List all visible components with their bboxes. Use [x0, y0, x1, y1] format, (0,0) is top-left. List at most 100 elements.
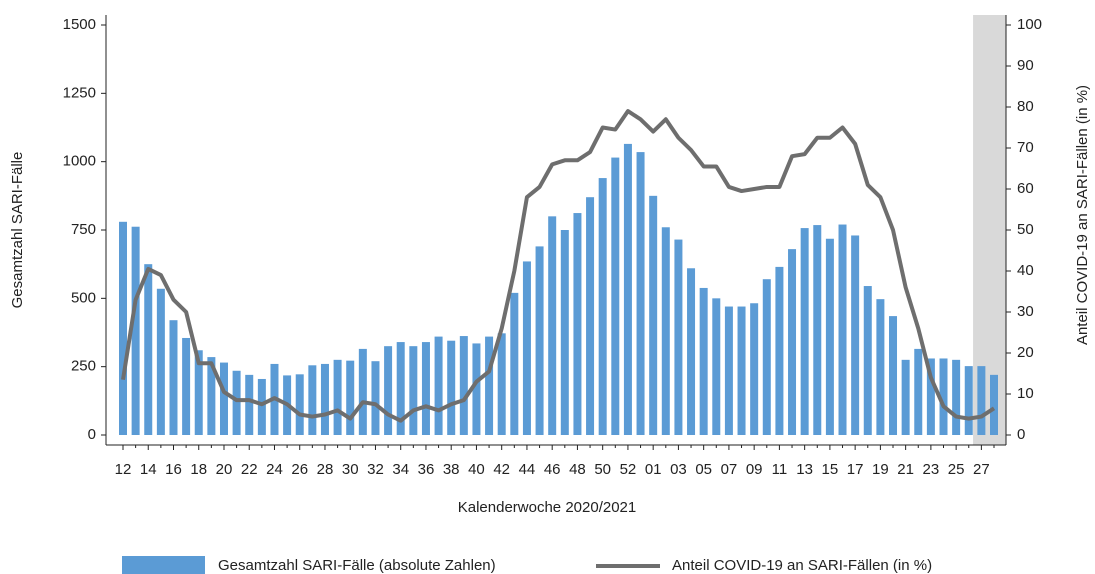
bar — [295, 374, 304, 435]
bar — [661, 227, 670, 435]
bar — [245, 374, 254, 435]
x-tick-label: 16 — [165, 461, 182, 478]
bar — [851, 235, 860, 435]
y-tick-label: 1250 — [63, 84, 96, 101]
x-tick-label: 30 — [342, 461, 359, 478]
bar — [977, 366, 986, 435]
x-tick-label: 15 — [822, 461, 839, 478]
x-tick-label: 23 — [923, 461, 940, 478]
bar — [762, 279, 771, 435]
y2-tick-label: 80 — [1017, 98, 1034, 115]
bar — [472, 343, 481, 435]
bar — [434, 336, 443, 435]
bar — [257, 378, 266, 435]
bar — [586, 197, 595, 435]
x-tick-label: 27 — [973, 461, 990, 478]
y2-tick-label: 0 — [1017, 426, 1025, 443]
bar — [699, 287, 708, 435]
bar — [522, 261, 531, 435]
x-tick-label: 17 — [847, 461, 864, 478]
line — [121, 109, 996, 423]
bar — [737, 306, 746, 435]
bar — [889, 316, 898, 435]
bar — [825, 238, 834, 435]
bar — [623, 143, 632, 435]
x-tick-label: 14 — [140, 461, 157, 478]
x-tick-label: 34 — [392, 461, 409, 478]
y-tick-label: 1000 — [63, 153, 96, 170]
x-tick-label: 05 — [695, 461, 712, 478]
y-tick-label: 0 — [88, 426, 96, 443]
bar — [687, 268, 696, 435]
bar — [598, 178, 607, 436]
y2-tick-label: 50 — [1017, 221, 1034, 238]
bar — [194, 350, 203, 435]
bar — [573, 213, 582, 435]
x-tick-label: 48 — [569, 461, 586, 478]
bar — [144, 264, 153, 435]
x-tick-label: 38 — [443, 461, 460, 478]
bar — [964, 366, 973, 435]
bar — [182, 337, 191, 435]
bar — [384, 346, 393, 435]
y2-tick-label: 40 — [1017, 262, 1034, 279]
y-axis-title: Gesamtzahl SARI-Fälle — [9, 152, 26, 309]
bar — [750, 303, 759, 435]
x-tick-label: 44 — [519, 461, 536, 478]
bar — [548, 216, 557, 435]
bar — [421, 342, 430, 435]
x-tick-label: 36 — [418, 461, 435, 478]
x-axis-title: Kalenderwoche 2020/2021 — [458, 499, 636, 516]
x-tick-label: 12 — [115, 461, 132, 478]
bar — [990, 374, 998, 435]
y-tick-label: 250 — [71, 358, 96, 375]
bar — [169, 320, 178, 435]
bar — [724, 306, 733, 435]
y-tick-label: 750 — [71, 221, 96, 238]
bar — [358, 348, 367, 435]
bar — [611, 157, 620, 436]
x-tick-label: 19 — [872, 461, 889, 478]
x-tick-label: 40 — [468, 461, 485, 478]
bar — [535, 246, 544, 435]
bar — [674, 239, 683, 435]
x-tick-label: 32 — [367, 461, 384, 478]
x-tick-label: 20 — [216, 461, 233, 478]
bar — [459, 336, 468, 435]
bar — [952, 359, 961, 435]
y2-axis-title: Anteil COVID-19 an SARI-Fällen (in %) — [1074, 85, 1091, 345]
bar — [346, 360, 355, 435]
x-tick-label: 21 — [897, 461, 914, 478]
bar — [308, 365, 317, 435]
bar — [333, 359, 342, 435]
bar — [219, 362, 228, 435]
legend-label: Gesamtzahl SARI-Fälle (absolute Zahlen) — [218, 557, 496, 574]
x-tick-label: 22 — [241, 461, 258, 478]
bar — [207, 357, 216, 435]
bar — [649, 195, 658, 435]
bar — [914, 348, 923, 435]
bar — [926, 358, 935, 435]
x-tick-label: 11 — [772, 461, 788, 478]
y-tick-label: 1500 — [63, 16, 96, 33]
y2-tick-label: 20 — [1017, 344, 1034, 361]
bar — [232, 370, 241, 435]
x-tick-label: 24 — [266, 461, 283, 478]
x-tick-label: 01 — [645, 461, 662, 478]
bar — [497, 333, 506, 435]
y2-tick-label: 60 — [1017, 180, 1034, 197]
bar — [560, 230, 569, 435]
bar — [813, 225, 822, 435]
bar — [788, 249, 797, 435]
x-tick-label: 46 — [544, 461, 561, 478]
y2-tick-label: 90 — [1017, 57, 1034, 74]
bar — [510, 292, 519, 435]
bar — [396, 342, 405, 435]
bar — [863, 286, 872, 435]
bar — [838, 224, 847, 435]
bar — [131, 226, 140, 435]
bar — [119, 221, 127, 435]
legend-label: Anteil COVID-19 an SARI-Fällen (in %) — [672, 557, 932, 574]
bar — [901, 359, 910, 435]
bar — [447, 340, 456, 435]
